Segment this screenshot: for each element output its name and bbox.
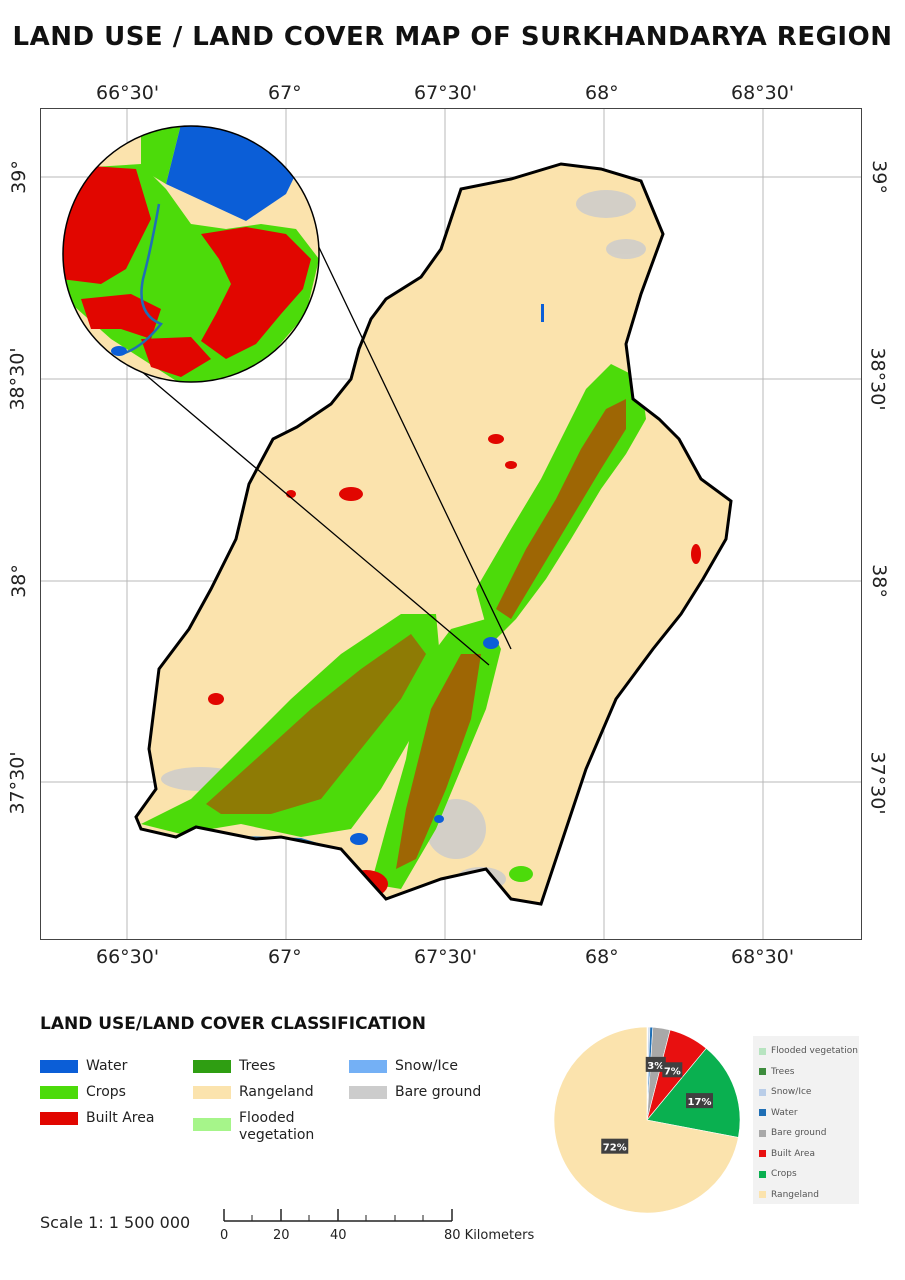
region-border [134,162,733,906]
legend-swatch-crops [40,1086,78,1099]
pie-legend-swatch [759,1109,766,1116]
pie-data-label-crops: 17% [686,1093,714,1109]
lon-tick-bottom-3: 67°30' [414,946,478,968]
pie-legend-swatch [759,1150,766,1157]
legend-label-flooded-vegetation: Flooded vegetation [239,1110,314,1144]
svg-text:17%: 17% [688,1097,712,1108]
pie-data-label-built-area: 7% [662,1062,683,1078]
legend-label-built-area: Built Area [86,1110,155,1126]
pie-legend-item-snow-ice: Snow/Ice [759,1087,811,1097]
legend-swatch-bare-ground [349,1086,387,1099]
lon-tick-top-3: 67°30' [414,82,478,104]
legend-label-snow-ice: Snow/Ice [395,1058,458,1074]
legend-item-water: Water [40,1058,127,1075]
pie-slice-crops [646,1047,741,1138]
legend-swatch-snow-ice [349,1060,387,1073]
pie-legend-swatch [759,1068,766,1075]
pie-chart-svg: 3% 7% 17% 72% [553,1026,741,1214]
pie-legend-label: Bare ground [771,1128,827,1138]
pie-slice-rangeland [553,1026,739,1214]
pie-legend-item-flooded-vegetation: Flooded vegetation [759,1046,858,1056]
lat-tick-right-4: 37°30' [866,751,889,815]
svg-text:7%: 7% [664,1066,681,1077]
legend-label-bare-ground: Bare ground [395,1084,482,1100]
legend-label-crops: Crops [86,1084,126,1100]
scale-label-40: 40 [330,1228,347,1243]
svg-text:72%: 72% [603,1143,627,1154]
pie-chart: 3% 7% 17% 72% [552,1025,742,1215]
legend-item-flooded-vegetation: Flooded vegetation [193,1110,314,1144]
inset-circle-border [62,125,320,383]
lat-tick-right-3: 38° [867,564,890,598]
lat-tick-left-1: 39° [7,160,30,194]
legend-label-flooded-line1: Flooded [239,1110,295,1126]
legend-item-bare-ground: Bare ground [349,1084,481,1101]
legend-item-built-area: Built Area [40,1110,154,1127]
pie-legend-label: Trees [771,1066,795,1077]
lat-tick-left-4: 37°30' [6,751,29,815]
scale-label-0: 0 [220,1228,229,1243]
lat-tick-right-1: 39° [867,160,890,194]
pie-legend-swatch [759,1088,766,1096]
scale-label-20: 20 [273,1228,290,1243]
pie-legend-item-built-area: Built Area [759,1149,815,1159]
scale-text: Scale 1: 1 500 000 [40,1213,191,1232]
lon-tick-bottom-5: 68°30' [731,946,795,968]
pie-legend-item-trees: Trees [759,1067,794,1077]
pie-legend-item-crops: Crops [759,1169,797,1179]
pie-legend-swatch [759,1170,766,1178]
legend-label-water: Water [86,1058,128,1074]
pie-legend-label: Snow/Ice [771,1087,812,1097]
pie-legend-swatch [759,1047,766,1055]
pie-legend-label: Crops [771,1169,797,1179]
inset-zoom-circle [63,126,319,382]
lon-tick-bottom-2: 67° [268,946,302,968]
map-frame [40,108,862,940]
legend-label-flooded-line2: vegetation [239,1127,315,1143]
lon-tick-bottom-4: 68° [585,946,619,968]
legend-item-crops: Crops [40,1084,126,1101]
pie-legend-label: Rangeland [771,1189,819,1200]
inset-connector-lines [120,213,512,666]
lat-tick-right-2: 38°30' [866,347,889,411]
lat-tick-left-2: 38°30' [6,347,29,411]
pie-legend-item-rangeland: Rangeland [759,1190,819,1200]
legend-item-snow-ice: Snow/Ice [349,1058,458,1075]
pie-legend-item-bare-ground: Bare ground [759,1128,826,1138]
pie-legend-swatch [759,1191,766,1198]
pie-legend-label: Flooded vegetation [771,1046,858,1056]
region-map[interactable] [41,109,861,939]
lon-tick-top-1: 66°30' [96,82,160,104]
legend-item-rangeland: Rangeland [193,1084,314,1101]
lon-tick-bottom-1: 66°30' [96,946,160,968]
pie-legend-label: Water [771,1107,798,1118]
pie-legend: Flooded vegetation Trees Snow/Ice Water Bare… [753,1036,859,1204]
legend-swatch-flooded-vegetation [193,1118,231,1131]
legend-label-trees: Trees [239,1058,276,1074]
svg-text:3%: 3% [647,1061,664,1072]
scale-bar [223,1209,453,1222]
legend-swatch-rangeland [193,1086,231,1099]
legend-swatch-built-area [40,1112,78,1125]
pie-data-label-bare-ground: 3% [645,1056,666,1072]
map-title: LAND USE / LAND COVER MAP OF SURKHANDARY… [12,22,893,52]
pie-legend-item-water: Water [759,1108,798,1118]
lon-tick-top-5: 68°30' [731,82,795,104]
legend-swatch-trees [193,1060,231,1073]
lon-tick-top-4: 68° [585,82,619,104]
pie-data-label-rangeland: 72% [601,1138,629,1154]
legend-label-rangeland: Rangeland [239,1084,314,1100]
lat-tick-left-3: 38° [7,564,30,598]
legend-item-trees: Trees [193,1058,275,1075]
pie-legend-swatch [759,1129,766,1137]
legend-swatch-water [40,1060,78,1073]
pie-legend-label: Built Area [771,1148,815,1159]
scale-label-80: 80 Kilometers [444,1228,535,1243]
legend-title: LAND USE/LAND COVER CLASSIFICATION [40,1014,426,1034]
lon-tick-top-2: 67° [268,82,302,104]
